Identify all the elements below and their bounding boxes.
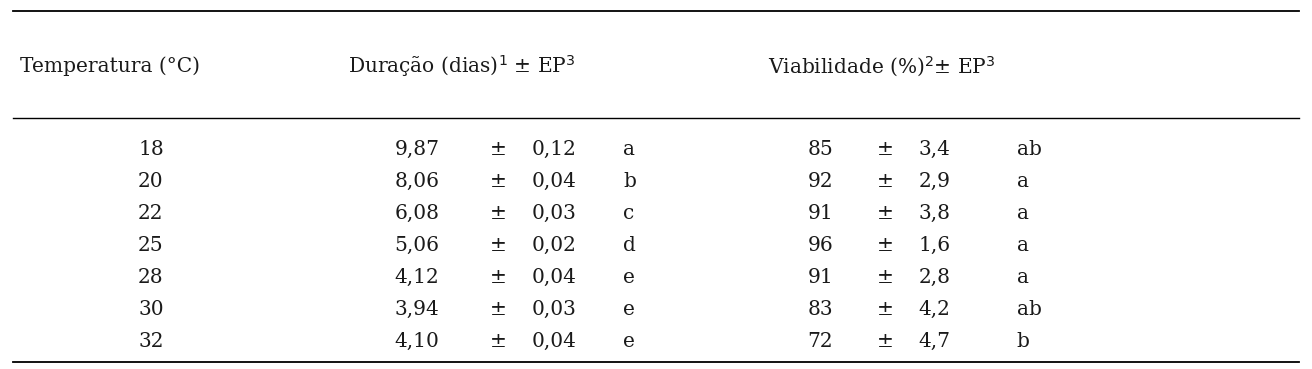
Text: ±: ± (878, 172, 893, 191)
Text: Duração (dias)$^{1}$ ± EP$^{3}$: Duração (dias)$^{1}$ ± EP$^{3}$ (348, 54, 575, 79)
Text: Temperatura (°C): Temperatura (°C) (20, 56, 199, 76)
Text: 4,12: 4,12 (395, 268, 440, 287)
Text: ±: ± (491, 140, 506, 159)
Text: a: a (1017, 236, 1029, 255)
Text: e: e (623, 300, 635, 319)
Text: 28: 28 (138, 268, 164, 287)
Text: 3,94: 3,94 (395, 300, 440, 319)
Text: a: a (1017, 268, 1029, 287)
Text: 4,10: 4,10 (395, 332, 440, 351)
Text: ±: ± (491, 204, 506, 223)
Text: 2,8: 2,8 (918, 268, 950, 287)
Text: 96: 96 (807, 236, 833, 255)
Text: ab: ab (1017, 140, 1042, 159)
Text: a: a (623, 140, 635, 159)
Text: ±: ± (878, 204, 893, 223)
Text: 0,02: 0,02 (531, 236, 576, 255)
Text: ±: ± (491, 332, 506, 351)
Text: 91: 91 (807, 268, 833, 287)
Text: ab: ab (1017, 300, 1042, 319)
Text: a: a (1017, 172, 1029, 191)
Text: e: e (623, 332, 635, 351)
Text: e: e (623, 268, 635, 287)
Text: 1,6: 1,6 (918, 236, 950, 255)
Text: ±: ± (878, 236, 893, 255)
Text: 20: 20 (138, 172, 164, 191)
Text: 83: 83 (807, 300, 833, 319)
Text: 0,04: 0,04 (531, 268, 576, 287)
Text: 72: 72 (807, 332, 833, 351)
Text: b: b (1017, 332, 1030, 351)
Text: 9,87: 9,87 (395, 140, 440, 159)
Text: 92: 92 (807, 172, 833, 191)
Text: d: d (623, 236, 636, 255)
Text: 0,04: 0,04 (531, 332, 576, 351)
Text: b: b (623, 172, 636, 191)
Text: 0,03: 0,03 (531, 204, 576, 223)
Text: c: c (623, 204, 635, 223)
Text: 18: 18 (138, 140, 164, 159)
Text: ±: ± (491, 300, 506, 319)
Text: ±: ± (878, 300, 893, 319)
Text: ±: ± (491, 172, 506, 191)
Text: 30: 30 (138, 300, 164, 319)
Text: ±: ± (491, 268, 506, 287)
Text: ±: ± (491, 236, 506, 255)
Text: 0,12: 0,12 (531, 140, 576, 159)
Text: ±: ± (878, 332, 893, 351)
Text: 25: 25 (138, 236, 164, 255)
Text: 3,4: 3,4 (918, 140, 950, 159)
Text: 85: 85 (807, 140, 833, 159)
Text: a: a (1017, 204, 1029, 223)
Text: 8,06: 8,06 (395, 172, 440, 191)
Text: 2,9: 2,9 (918, 172, 950, 191)
Text: 0,03: 0,03 (531, 300, 576, 319)
Text: 6,08: 6,08 (395, 204, 440, 223)
Text: 4,7: 4,7 (918, 332, 950, 351)
Text: Viabilidade (%)$^{2}$± EP$^{3}$: Viabilidade (%)$^{2}$± EP$^{3}$ (768, 54, 994, 79)
Text: 3,8: 3,8 (918, 204, 950, 223)
Text: 91: 91 (807, 204, 833, 223)
Text: 5,06: 5,06 (395, 236, 440, 255)
Text: 32: 32 (138, 332, 164, 351)
Text: 4,2: 4,2 (918, 300, 950, 319)
Text: ±: ± (878, 140, 893, 159)
Text: 22: 22 (138, 204, 164, 223)
Text: ±: ± (878, 268, 893, 287)
Text: 0,04: 0,04 (531, 172, 576, 191)
